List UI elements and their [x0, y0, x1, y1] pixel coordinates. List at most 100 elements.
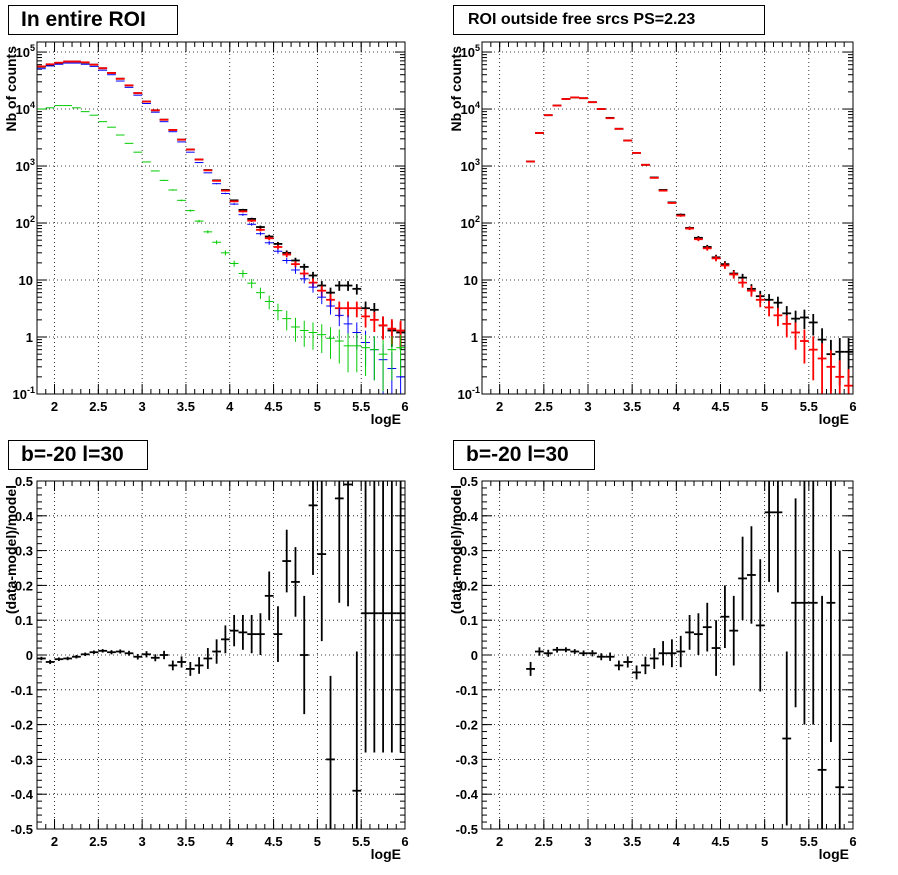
y-tick-label: 0.1	[460, 613, 478, 628]
y-tick-label: 103	[461, 157, 480, 174]
panel-title-roi-outside: ROI outside free srcs PS=2.23	[453, 5, 765, 35]
x-tick-label: 6	[401, 834, 408, 849]
y-tick-exponent: -1	[472, 385, 480, 395]
series-2	[37, 62, 405, 394]
plot-frame	[36, 480, 406, 830]
plot-frame	[481, 480, 854, 830]
x-tick-label: 4	[673, 834, 681, 849]
x-tick-label: 6	[849, 399, 856, 414]
x-tick-label: 6	[849, 834, 856, 849]
y-tick-label: 10-1	[13, 385, 35, 402]
x-tick-label: 2	[496, 834, 503, 849]
x-tick-label: 3	[584, 399, 591, 414]
panel-title-entire-roi: In entire ROI	[8, 5, 178, 35]
chart-panel-3: 2 2.5 3 3.5 4 4.5 5 5.5 6 -0.5 -0.4 -0.3 -0.2 -0.1 0 0.…	[448, 474, 857, 862]
chart-panel-0: 2 2.5 3 3.5 4 4.5 5 5.5 610-1110102103104105logE…	[3, 41, 409, 427]
y-tick-label: 0.5	[15, 474, 33, 489]
series-3	[37, 105, 405, 392]
x-tick-label: 2	[51, 834, 58, 849]
x-tick-label: 5.5	[800, 834, 818, 849]
y-tick-label: 0	[471, 648, 478, 663]
y-tick-label: -0.4	[11, 787, 34, 802]
y-axis-label: (data-model)/model	[448, 485, 464, 614]
y-tick-label: 0.4	[15, 509, 34, 524]
x-tick-label: 3	[139, 399, 146, 414]
x-tick-label: 3	[139, 834, 146, 849]
x-tick-label: 2.5	[89, 399, 107, 414]
plot-frame	[481, 41, 854, 395]
x-axis-label: logE	[819, 411, 849, 427]
y-tick-exponent: 5	[475, 43, 480, 53]
y-tick-label: -0.2	[11, 718, 33, 733]
y-tick-exponent: 3	[475, 157, 480, 167]
y-tick-label: 0.3	[15, 544, 33, 559]
x-tick-label: 5.5	[352, 834, 370, 849]
y-axis-label: Nb of counts	[448, 46, 464, 132]
y-tick-label: 0.2	[15, 578, 33, 593]
x-tick-label: 4.5	[711, 399, 729, 414]
plot-frame	[36, 41, 406, 395]
y-tick-label: 0.4	[460, 509, 479, 524]
y-tick-label: -0.4	[456, 787, 479, 802]
y-tick-label: -0.5	[11, 822, 33, 837]
y-tick-label: 0	[26, 648, 33, 663]
y-tick-label: 0.3	[460, 544, 478, 559]
x-tick-label: 5	[314, 834, 321, 849]
series-1	[37, 60, 405, 347]
y-tick-exponent: 3	[30, 157, 35, 167]
y-tick-label: 1	[471, 330, 478, 345]
y-tick-label: -0.3	[11, 752, 33, 767]
x-tick-label: 4.5	[265, 399, 283, 414]
chart-panel-2: 2 2.5 3 3.5 4 4.5 5 5.5 6 -0.5 -0.4 -0.3 -0.2 -0.1 0 0.…	[3, 474, 409, 862]
x-axis-label: logE	[819, 846, 849, 862]
y-tick-label: 10-1	[458, 385, 480, 402]
x-tick-label: 2.5	[535, 399, 553, 414]
y-tick-label: 102	[461, 214, 480, 231]
y-tick-label: 0.2	[460, 578, 478, 593]
y-tick-exponent: 2	[30, 214, 35, 224]
x-tick-label: 4	[226, 834, 234, 849]
y-tick-label: 0.1	[15, 613, 33, 628]
y-tick-label: -0.2	[456, 718, 478, 733]
x-tick-label: 4.5	[711, 834, 729, 849]
x-tick-label: 5.5	[800, 399, 818, 414]
x-tick-label: 3.5	[177, 834, 195, 849]
y-tick-label: -0.3	[456, 752, 478, 767]
x-tick-label: 5	[761, 834, 768, 849]
chart-panel-1: 2 2.5 3 3.5 4 4.5 5 5.5 610-1110102103104105logE…	[448, 41, 857, 427]
series-0	[526, 481, 845, 829]
x-axis-label: logE	[371, 411, 401, 427]
x-tick-label: 2	[496, 399, 503, 414]
panel-title-residual-right: b=-20 l=30	[453, 440, 595, 470]
y-tick-exponent: 4	[30, 100, 35, 110]
y-tick-label: 10	[464, 273, 478, 288]
x-tick-label: 6	[401, 399, 408, 414]
y-tick-label: 0.5	[460, 474, 478, 489]
y-tick-label: 10	[19, 273, 33, 288]
series-0	[37, 481, 405, 829]
y-tick-exponent: 5	[30, 43, 35, 53]
panel-title-residual-left: b=-20 l=30	[8, 440, 148, 470]
y-tick-label: -0.1	[456, 683, 478, 698]
x-tick-label: 2.5	[535, 834, 553, 849]
y-tick-label: -0.5	[456, 822, 478, 837]
y-tick-label: 102	[16, 214, 35, 231]
x-tick-label: 5	[761, 399, 768, 414]
y-axis-label: (data-model)/model	[3, 485, 19, 614]
x-tick-label: 2.5	[89, 834, 107, 849]
y-tick-exponent: -1	[27, 385, 35, 395]
x-tick-label: 5.5	[352, 399, 370, 414]
y-tick-label: -0.1	[11, 683, 33, 698]
x-tick-label: 3.5	[623, 834, 641, 849]
x-tick-label: 4	[226, 399, 234, 414]
x-tick-label: 3.5	[623, 399, 641, 414]
y-tick-exponent: 4	[475, 100, 480, 110]
series-0	[37, 60, 405, 350]
x-tick-label: 3.5	[177, 399, 195, 414]
y-tick-label: 103	[16, 157, 35, 174]
x-tick-label: 2	[51, 399, 58, 414]
y-tick-label: 1	[26, 330, 33, 345]
x-axis-label: logE	[371, 846, 401, 862]
series-1	[526, 96, 853, 394]
